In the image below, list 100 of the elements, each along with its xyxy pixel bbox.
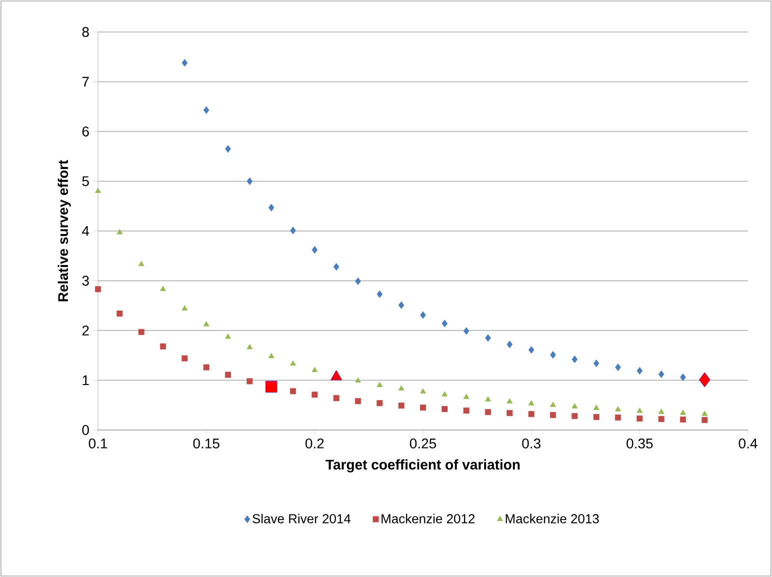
point	[442, 320, 448, 328]
point	[225, 334, 231, 339]
point	[138, 260, 144, 266]
point	[312, 392, 318, 398]
point	[528, 346, 534, 354]
point	[246, 344, 253, 350]
point	[290, 388, 296, 394]
point	[182, 355, 188, 362]
x-tick-label: 0.25	[410, 438, 436, 448]
point	[593, 404, 600, 410]
point	[398, 385, 404, 390]
point	[376, 382, 383, 388]
point	[572, 403, 578, 408]
point	[528, 411, 534, 418]
point	[463, 394, 470, 399]
point	[572, 413, 578, 420]
point	[658, 416, 664, 422]
point	[203, 106, 210, 114]
point	[680, 373, 686, 382]
point	[246, 378, 253, 384]
point	[246, 177, 253, 186]
point	[636, 366, 643, 375]
y-tick-label: 8	[82, 27, 89, 37]
y-tick-label: 6	[82, 126, 89, 136]
x-tick-label: 0.2	[305, 438, 324, 448]
point	[268, 352, 274, 358]
point	[376, 290, 383, 298]
point	[593, 360, 600, 368]
point	[355, 277, 361, 286]
point	[636, 408, 643, 413]
y-tick-label: 7	[82, 76, 89, 87]
point	[463, 327, 470, 335]
y-tick-label: 4	[82, 226, 90, 236]
point	[420, 311, 426, 319]
point	[333, 263, 340, 271]
point	[160, 343, 166, 350]
point	[442, 391, 448, 396]
point	[333, 395, 340, 402]
point	[636, 416, 643, 422]
point	[593, 414, 600, 420]
y-axis-title: Relative survey effort	[58, 160, 71, 302]
x-tick-label: 0.15	[193, 438, 220, 448]
point	[485, 396, 491, 402]
point	[160, 286, 166, 291]
point	[420, 388, 426, 394]
point	[658, 408, 664, 414]
point	[398, 402, 404, 409]
point	[442, 406, 448, 412]
x-tick-label: 0.3	[522, 438, 540, 448]
y-tick-label: 0	[82, 425, 89, 435]
y-tick-label: 2	[82, 326, 89, 336]
point	[312, 246, 318, 254]
point	[658, 370, 664, 378]
point	[680, 416, 686, 423]
point	[376, 400, 383, 406]
point	[265, 380, 278, 393]
x-axis-title: Target coefficient of variation	[326, 459, 520, 472]
x-tick-label: 0.1	[88, 438, 108, 448]
y-tick-label: 1	[82, 375, 89, 386]
point	[615, 414, 621, 421]
point	[355, 398, 362, 404]
point	[463, 408, 470, 414]
point	[506, 410, 513, 416]
point	[95, 286, 102, 292]
x-tick-label: 0.4	[738, 438, 758, 448]
point	[116, 310, 123, 317]
legend-label: Mackenzie 2012	[382, 514, 475, 524]
point	[182, 59, 188, 67]
legend-label: Slave River 2014	[252, 514, 351, 524]
point	[330, 370, 342, 380]
point	[225, 372, 232, 378]
point	[506, 340, 513, 348]
point	[203, 321, 210, 326]
point	[615, 406, 621, 412]
point	[615, 364, 621, 372]
y-tick-label: 5	[82, 176, 89, 186]
point	[290, 360, 296, 366]
point	[355, 377, 361, 383]
point	[702, 417, 708, 424]
point	[116, 229, 123, 234]
point	[702, 410, 708, 416]
point	[95, 188, 101, 193]
point	[420, 404, 426, 411]
point	[699, 372, 710, 388]
point	[268, 204, 274, 212]
point	[182, 305, 188, 310]
point	[398, 301, 404, 309]
point	[528, 400, 534, 406]
legend-label: Mackenzie 2013	[506, 514, 599, 524]
point	[572, 356, 578, 364]
point	[203, 364, 210, 370]
point	[312, 366, 318, 372]
point	[290, 226, 296, 234]
point	[225, 145, 231, 153]
point	[485, 334, 491, 342]
point	[550, 351, 556, 359]
point	[138, 328, 144, 335]
point	[680, 410, 686, 415]
point	[485, 409, 491, 416]
y-tick-label: 3	[82, 276, 89, 286]
